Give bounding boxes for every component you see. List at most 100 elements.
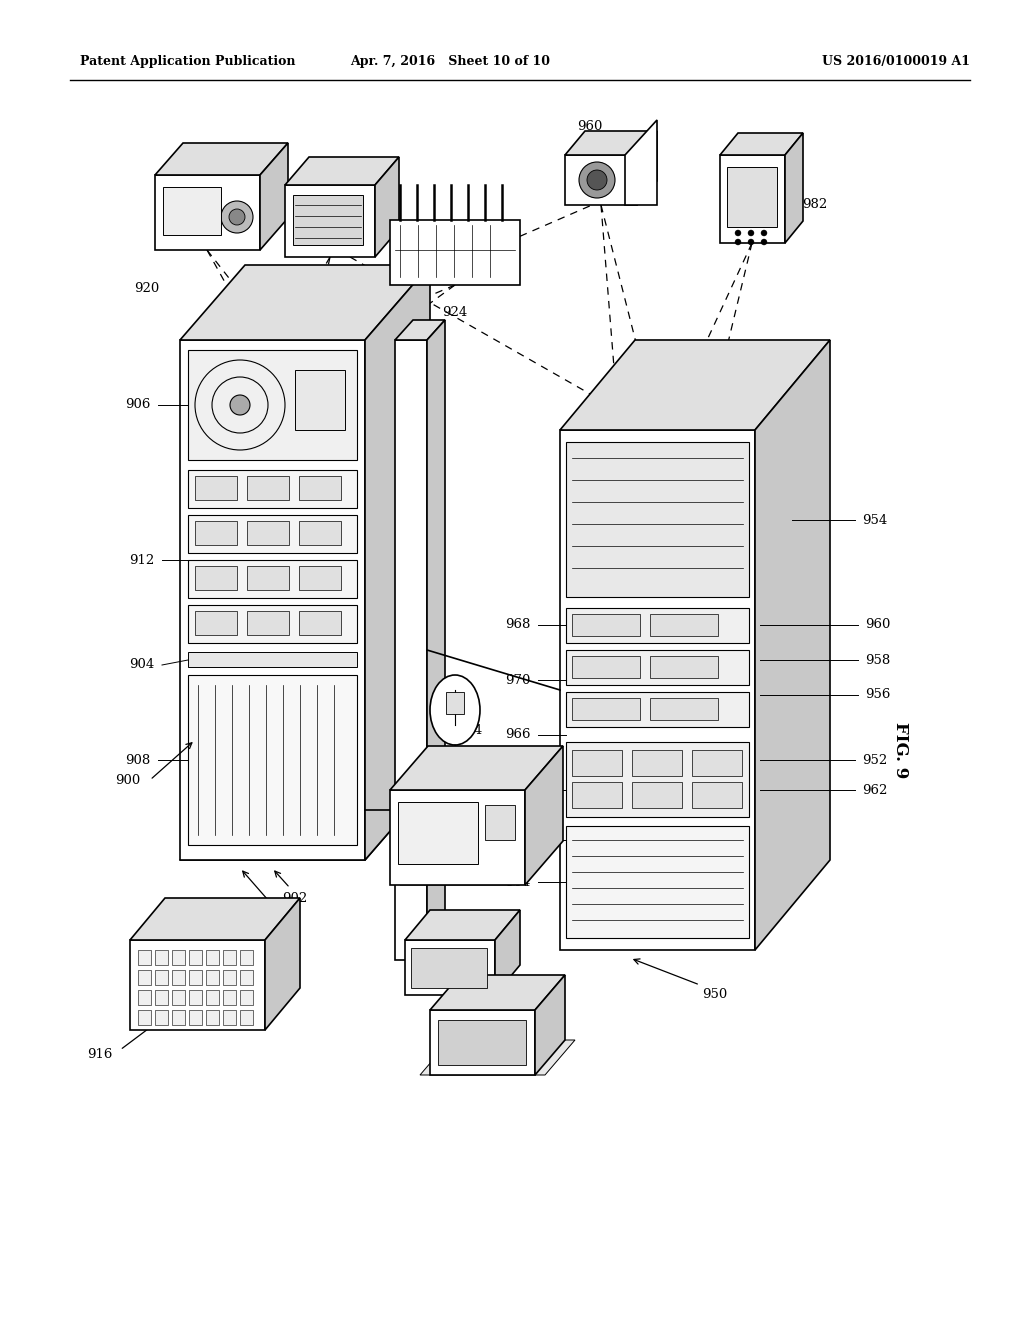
Polygon shape [406, 940, 495, 995]
Text: US 2016/0100019 A1: US 2016/0100019 A1 [822, 55, 970, 69]
Bar [240, 990, 253, 1005]
Bar [138, 950, 151, 965]
Bar [299, 477, 341, 500]
Polygon shape [155, 176, 260, 249]
Bar [240, 950, 253, 965]
Bar [692, 750, 742, 776]
Bar [223, 950, 236, 965]
Polygon shape [720, 154, 785, 243]
Bar [188, 675, 357, 845]
Bar [188, 605, 357, 643]
Polygon shape [560, 341, 830, 430]
Bar [390, 220, 520, 285]
Polygon shape [495, 909, 520, 995]
Bar [632, 781, 682, 808]
Text: 962: 962 [862, 784, 888, 796]
Text: Apr. 7, 2016   Sheet 10 of 10: Apr. 7, 2016 Sheet 10 of 10 [350, 55, 550, 69]
Bar [195, 477, 237, 500]
Bar [188, 515, 357, 553]
Polygon shape [395, 341, 427, 960]
Text: 952: 952 [862, 754, 888, 767]
Text: 904: 904 [129, 659, 155, 672]
Text: 960: 960 [578, 120, 603, 133]
Text: 902: 902 [283, 891, 307, 904]
Bar [247, 477, 289, 500]
Bar [223, 1010, 236, 1026]
Bar [247, 566, 289, 590]
Bar [650, 698, 718, 719]
Bar [138, 1010, 151, 1026]
Bar [295, 370, 345, 430]
Bar [572, 614, 640, 636]
Text: 970: 970 [505, 673, 530, 686]
Bar [299, 611, 341, 635]
Polygon shape [130, 898, 300, 940]
Text: 950: 950 [702, 989, 728, 1002]
Bar [566, 442, 749, 597]
Ellipse shape [430, 675, 480, 744]
Text: 954: 954 [862, 513, 888, 527]
Bar [188, 652, 357, 667]
Polygon shape [395, 319, 445, 341]
Text: 900: 900 [116, 774, 140, 787]
Bar [240, 1010, 253, 1026]
Text: 920: 920 [134, 281, 160, 294]
Text: 910: 910 [267, 912, 293, 924]
Polygon shape [420, 1040, 575, 1074]
Polygon shape [430, 1010, 535, 1074]
Polygon shape [260, 143, 288, 249]
Circle shape [735, 230, 741, 236]
Bar [172, 970, 185, 985]
Polygon shape [625, 120, 657, 205]
Polygon shape [427, 319, 445, 960]
Circle shape [221, 201, 253, 234]
Bar [566, 826, 749, 939]
Bar [138, 990, 151, 1005]
Polygon shape [755, 341, 830, 950]
Bar [172, 990, 185, 1005]
Text: 912: 912 [129, 553, 155, 566]
Polygon shape [430, 975, 565, 1010]
Bar [223, 990, 236, 1005]
Bar [650, 656, 718, 678]
Bar [566, 609, 749, 643]
Bar [138, 970, 151, 985]
Text: 974: 974 [505, 833, 530, 846]
Bar [188, 350, 357, 459]
Polygon shape [285, 157, 399, 185]
Bar [572, 750, 622, 776]
Polygon shape [565, 154, 637, 205]
Bar [572, 656, 640, 678]
Text: FIG. 9: FIG. 9 [892, 722, 908, 777]
Bar [566, 692, 749, 727]
Text: 982: 982 [803, 198, 827, 211]
Bar [206, 950, 219, 965]
Bar [155, 970, 168, 985]
Bar [572, 781, 622, 808]
Bar [446, 692, 464, 714]
Circle shape [230, 395, 250, 414]
Text: 908: 908 [125, 754, 151, 767]
Text: 966: 966 [505, 729, 530, 742]
Text: 956: 956 [865, 689, 891, 701]
Text: 916: 916 [87, 1048, 113, 1061]
Bar [572, 698, 640, 719]
Polygon shape [180, 785, 430, 861]
Bar [206, 1010, 219, 1026]
Bar [293, 195, 362, 246]
Text: 958: 958 [865, 653, 891, 667]
Bar [223, 970, 236, 985]
Text: 968: 968 [505, 619, 530, 631]
Bar [247, 611, 289, 635]
Polygon shape [565, 131, 657, 154]
Text: 914: 914 [458, 723, 482, 737]
Polygon shape [130, 940, 265, 1030]
Bar [727, 168, 777, 227]
Bar [206, 990, 219, 1005]
Bar [485, 805, 515, 840]
Bar [155, 950, 168, 965]
Polygon shape [406, 909, 520, 940]
Circle shape [748, 230, 754, 236]
Bar [188, 560, 357, 598]
Bar [566, 742, 749, 817]
